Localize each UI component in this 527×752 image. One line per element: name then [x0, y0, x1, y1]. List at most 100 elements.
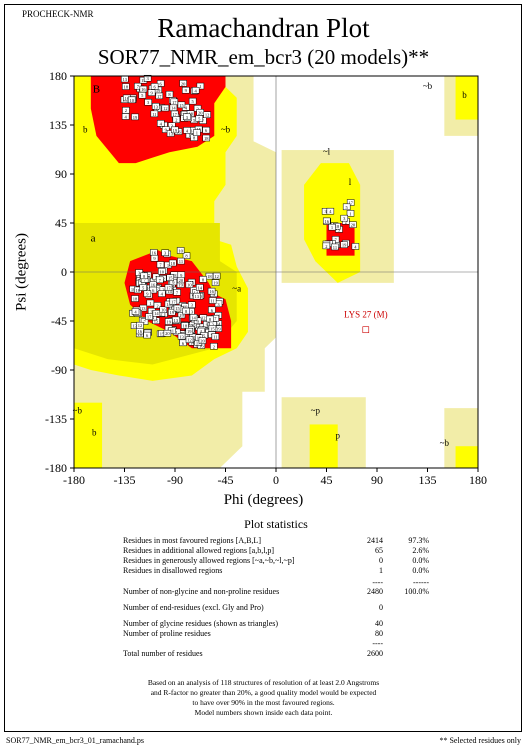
data-point-label: 10: [131, 287, 136, 292]
data-point-label: 13: [189, 309, 194, 314]
data-point-label: 12: [214, 274, 219, 279]
stats-row-percent: 97.3%: [408, 536, 429, 545]
data-point-label: 17: [172, 112, 177, 117]
region-label: ~l: [323, 146, 331, 156]
stats-row-label: Residues in generously allowed regions […: [123, 556, 295, 565]
data-point: 5: [138, 91, 147, 99]
data-point-label: 17: [166, 286, 171, 291]
x-axis-label: Phi (degrees): [223, 492, 304, 508]
data-point-label: 10: [187, 283, 192, 288]
data-point-label: 17: [171, 299, 176, 304]
data-point: 17: [155, 92, 164, 100]
data-point-label: 3: [160, 106, 163, 111]
data-point-label: 7: [143, 320, 146, 325]
stats-row-label: Residues in additional allowed regions […: [123, 546, 275, 555]
data-point-label: 7: [159, 263, 162, 268]
data-point: 9: [150, 254, 159, 262]
data-point-label: 17: [172, 100, 177, 105]
data-point-label: 5: [346, 205, 349, 210]
data-point: 19: [131, 113, 139, 121]
data-point-label: 6: [205, 128, 208, 133]
data-point-label: 5: [192, 99, 195, 104]
data-point: 16: [322, 217, 331, 225]
data-point-label: 2: [125, 108, 127, 113]
data-point-label: 20: [200, 339, 205, 344]
data-point: 9: [143, 290, 152, 297]
data-point-label: 4: [161, 292, 164, 297]
stats-row-label: Number of non-glycine and non-proline re…: [123, 587, 280, 596]
data-point-label: 2: [325, 244, 327, 249]
data-point: 9: [182, 86, 190, 94]
y-tick-label: -135: [45, 412, 67, 426]
data-point-label: 14: [190, 128, 195, 133]
data-point-label: 16: [136, 288, 141, 293]
stats-row-count: 40: [375, 619, 383, 628]
y-tick-label: 180: [49, 69, 67, 83]
data-point-label: 16: [209, 289, 214, 294]
data-point: 8: [199, 276, 207, 283]
data-point-label: 14: [197, 285, 202, 290]
data-point: 5: [342, 203, 351, 211]
data-point-label: 5: [193, 118, 196, 123]
data-point: 11: [211, 333, 220, 340]
data-point-label: 14: [166, 302, 171, 307]
data-point: 6: [179, 339, 187, 347]
x-tick-label: 180: [469, 473, 487, 487]
data-point-label: 17: [147, 315, 152, 320]
data-point: 6: [143, 331, 151, 339]
data-point: 11: [150, 110, 159, 118]
stats-row: Total number of residues 2600: [123, 649, 443, 659]
data-point: 10: [159, 306, 168, 313]
region-label: ~p: [311, 406, 321, 416]
data-point: 6: [208, 306, 216, 314]
y-tick-label: -180: [45, 461, 67, 475]
data-point-label: 6: [146, 333, 149, 338]
data-point-label: 5: [198, 116, 201, 121]
data-point-label: 3: [164, 251, 167, 256]
data-point-label: 3: [147, 76, 150, 81]
stats-row: Residues in most favoured regions [A,B,L…: [123, 536, 443, 546]
data-point-label: 20: [165, 331, 170, 336]
data-point: 8: [206, 315, 214, 323]
data-point-label: 1: [176, 330, 178, 335]
data-point-label: 13: [168, 131, 173, 136]
data-point: 4: [326, 207, 335, 215]
data-point: 19: [185, 327, 194, 335]
data-point-label: 20: [179, 278, 184, 283]
data-point: 2: [122, 106, 130, 114]
data-point: 7: [140, 318, 149, 325]
data-point-label: 7: [159, 278, 162, 283]
data-point-label: 18: [207, 274, 212, 279]
data-point-label: 16: [199, 344, 204, 349]
data-point-label: 15: [168, 276, 173, 281]
stats-row: ----: [123, 639, 443, 649]
region-label: b: [83, 125, 88, 135]
data-point: 8: [182, 307, 190, 315]
data-point-label: 12: [187, 338, 192, 343]
data-point: 16: [139, 85, 148, 93]
data-point-label: 10: [178, 248, 183, 253]
data-point-label: 18: [204, 136, 209, 141]
data-point-label: 9: [185, 88, 188, 93]
data-point-label: 16: [125, 96, 130, 101]
data-point-label: 10: [160, 269, 165, 274]
page-frame: [4, 4, 522, 732]
data-point: 17: [145, 313, 153, 320]
data-point: 10: [158, 268, 166, 275]
allowed-region-p: [309, 424, 338, 468]
data-point-label: 16: [324, 219, 329, 224]
data-point-label: 15: [175, 306, 180, 311]
stats-row-count: 0: [379, 603, 383, 612]
data-point-label: 15: [154, 319, 159, 324]
data-point-label: 11: [213, 335, 217, 340]
selected-note: ** Selected residues only: [439, 736, 521, 745]
data-point-label: 8: [209, 317, 212, 322]
data-point-label: 4: [160, 121, 163, 126]
footnote-line: and R-factor no greater than 20%, a good…: [150, 688, 377, 697]
data-point-label: 1: [167, 263, 169, 268]
data-point: 6: [150, 83, 159, 90]
data-point-label: 16: [141, 87, 146, 92]
data-point: 16: [207, 287, 216, 295]
data-point: 12: [212, 272, 221, 280]
data-point: 3: [188, 301, 196, 308]
